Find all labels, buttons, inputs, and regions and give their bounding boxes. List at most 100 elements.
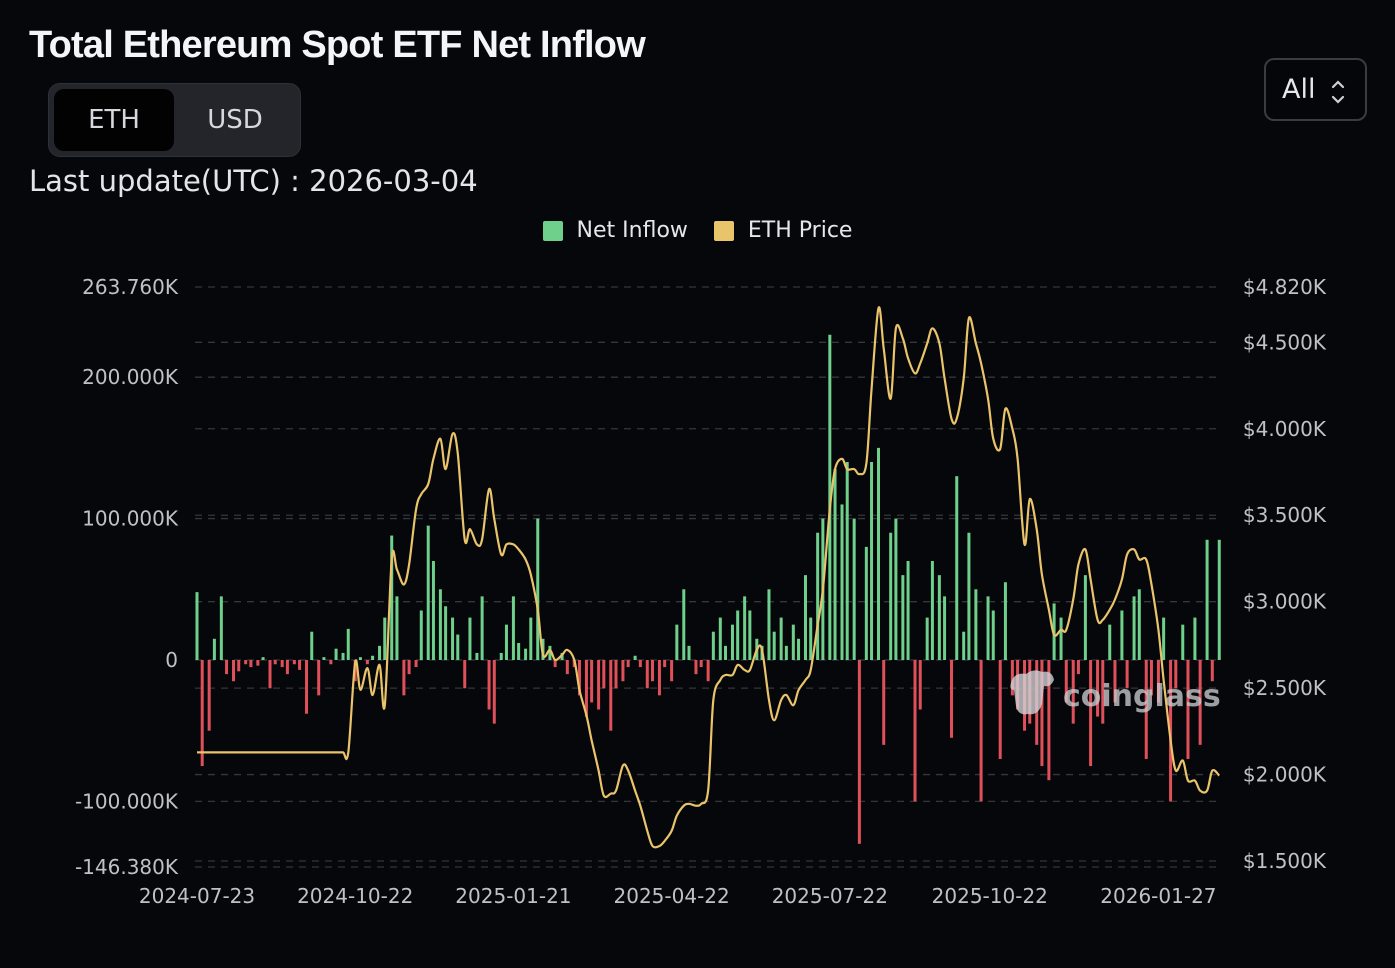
net-inflow-bar-positive [779, 617, 783, 660]
net-inflow-bar-positive [797, 638, 801, 660]
net-inflow-bar-positive [390, 535, 394, 660]
legend-item-net-inflow[interactable]: Net Inflow [542, 218, 688, 243]
net-inflow-bar-negative [565, 659, 569, 675]
left-tick-label: 200.000K [82, 365, 179, 389]
net-inflow-bar-negative [244, 659, 248, 665]
net-inflow-bar-positive [261, 657, 265, 660]
net-inflow-bar-negative [950, 659, 954, 738]
net-inflow-bar-positive [743, 596, 747, 660]
net-inflow-bar-positive [833, 469, 837, 660]
net-inflow-bar-positive [894, 518, 898, 660]
net-inflow-bar-positive [504, 624, 508, 660]
net-inflow-bar-positive [991, 610, 995, 660]
right-tick-label: $4.000K [1243, 417, 1327, 441]
net-inflow-bar-negative [232, 659, 236, 682]
toggle-usd-button[interactable]: USD [207, 105, 263, 135]
net-inflow-bar-negative [621, 659, 625, 682]
net-inflow-bar-negative [913, 659, 917, 802]
net-inflow-bar-positive [877, 447, 881, 660]
net-inflow-bar-positive [1217, 539, 1221, 660]
net-inflow-bar-negative [998, 659, 1002, 759]
net-inflow-bar-negative [305, 659, 309, 714]
left-axis-labels: 263.760K 200.000K 100.000K 0 -100.000K -146.3… [75, 275, 179, 879]
net-inflow-bar-positive [517, 643, 521, 660]
net-inflow-bar-negative [584, 659, 588, 717]
net-inflow-bar-positive [431, 561, 435, 660]
net-inflow-bar-negative [614, 659, 618, 689]
net-inflow-bar-positive [930, 561, 934, 660]
x-axis-labels: 2024-07-23 2024-10-22 2025-01-21 2025-04-22… [139, 884, 1217, 908]
net-inflow-bar-positive [1193, 617, 1197, 660]
net-inflow-bar-positive [536, 518, 540, 660]
net-inflow-bar-negative [602, 659, 606, 689]
net-inflow-bar-positive [889, 532, 893, 660]
left-tick-label: 100.000K [82, 507, 179, 531]
net-inflow-bar-positive [1137, 589, 1141, 660]
net-inflow-bar-positive [511, 596, 515, 660]
net-inflow-bar-positive [438, 589, 442, 660]
x-tick-label: 2025-04-22 [614, 884, 730, 908]
net-inflow-bar-positive [456, 634, 460, 660]
net-inflow-bar-positive [687, 645, 691, 660]
legend-label-eth-price: ETH Price [747, 218, 853, 243]
net-inflow-bar-positive [1162, 617, 1166, 660]
net-inflow-bar-negative [645, 659, 649, 689]
right-tick-label: $2.000K [1243, 763, 1327, 787]
net-inflow-bar-positive [845, 462, 849, 660]
right-axis-labels: $4.820K $4.500K $4.000K $3.500K $3.000K $2.50… [1243, 275, 1327, 873]
net-inflow-bar-negative [1125, 659, 1129, 689]
right-tick-label: $4.820K [1243, 275, 1327, 299]
net-inflow-bar-positive [675, 624, 679, 660]
net-inflow-bar-positive [901, 575, 905, 660]
page-title: Total Ethereum Spot ETF Net Inflow [29, 24, 646, 66]
net-inflow-bar-negative [1096, 659, 1100, 717]
net-inflow-bar-positive [816, 532, 820, 660]
x-tick-label: 2025-07-22 [772, 884, 888, 908]
net-inflow-bar-positive [711, 631, 715, 660]
toggle-eth-button[interactable]: ETH [54, 89, 174, 151]
net-inflow-bar-positive [906, 561, 910, 660]
net-inflow-bar-negative [1169, 659, 1173, 802]
x-tick-label: 2025-10-22 [932, 884, 1048, 908]
net-inflow-bar-negative [1174, 659, 1178, 689]
net-inflow-bar-negative [280, 659, 284, 668]
net-inflow-bars [195, 334, 1221, 844]
net-inflow-bar-negative [609, 659, 613, 731]
net-inflow-bar-positive [480, 596, 484, 660]
right-tick-label: $3.500K [1243, 503, 1327, 527]
net-inflow-bar-negative [694, 659, 698, 675]
net-inflow-bar-negative [857, 659, 861, 844]
net-inflow-bar-negative [577, 659, 581, 696]
left-tick-label: -146.380K [75, 855, 179, 879]
net-inflow-bar-positive [468, 617, 472, 660]
net-inflow-bar-positive [1132, 596, 1136, 660]
net-inflow-bar-positive [378, 645, 382, 660]
net-inflow-bar-negative [626, 659, 630, 668]
net-inflow-bar-positive [718, 617, 722, 660]
x-tick-label: 2025-01-21 [455, 884, 571, 908]
net-inflow-bar-negative [1047, 659, 1051, 781]
right-tick-label: $3.000K [1243, 590, 1327, 614]
legend-item-eth-price[interactable]: ETH Price [713, 218, 853, 243]
net-inflow-bar-negative [329, 659, 333, 665]
net-inflow-bar-positive [736, 610, 740, 660]
net-inflow-bar-negative [365, 659, 369, 665]
net-inflow-bar-positive [219, 596, 223, 660]
net-inflow-bar-positive [943, 596, 947, 660]
net-inflow-bar-negative [268, 659, 272, 689]
net-inflow-bar-negative [1144, 659, 1148, 759]
net-inflow-bar-positive [426, 525, 430, 660]
unit-toggle: ETH USD [48, 83, 301, 157]
net-inflow-bar-positive [475, 652, 479, 660]
range-select[interactable]: All [1264, 58, 1367, 121]
net-inflow-bar-negative [492, 659, 496, 724]
net-inflow-bar-positive [1003, 582, 1007, 660]
net-inflow-bar-positive [1120, 610, 1124, 660]
net-inflow-bar-positive [334, 648, 338, 660]
net-inflow-bar-positive [852, 518, 856, 660]
net-inflow-bar-negative [650, 659, 654, 682]
net-inflow-bar-negative [670, 659, 674, 682]
net-inflow-bar-negative [249, 659, 253, 668]
net-inflow-bar-positive [524, 648, 528, 660]
chevron-up-down-icon [1331, 80, 1345, 104]
